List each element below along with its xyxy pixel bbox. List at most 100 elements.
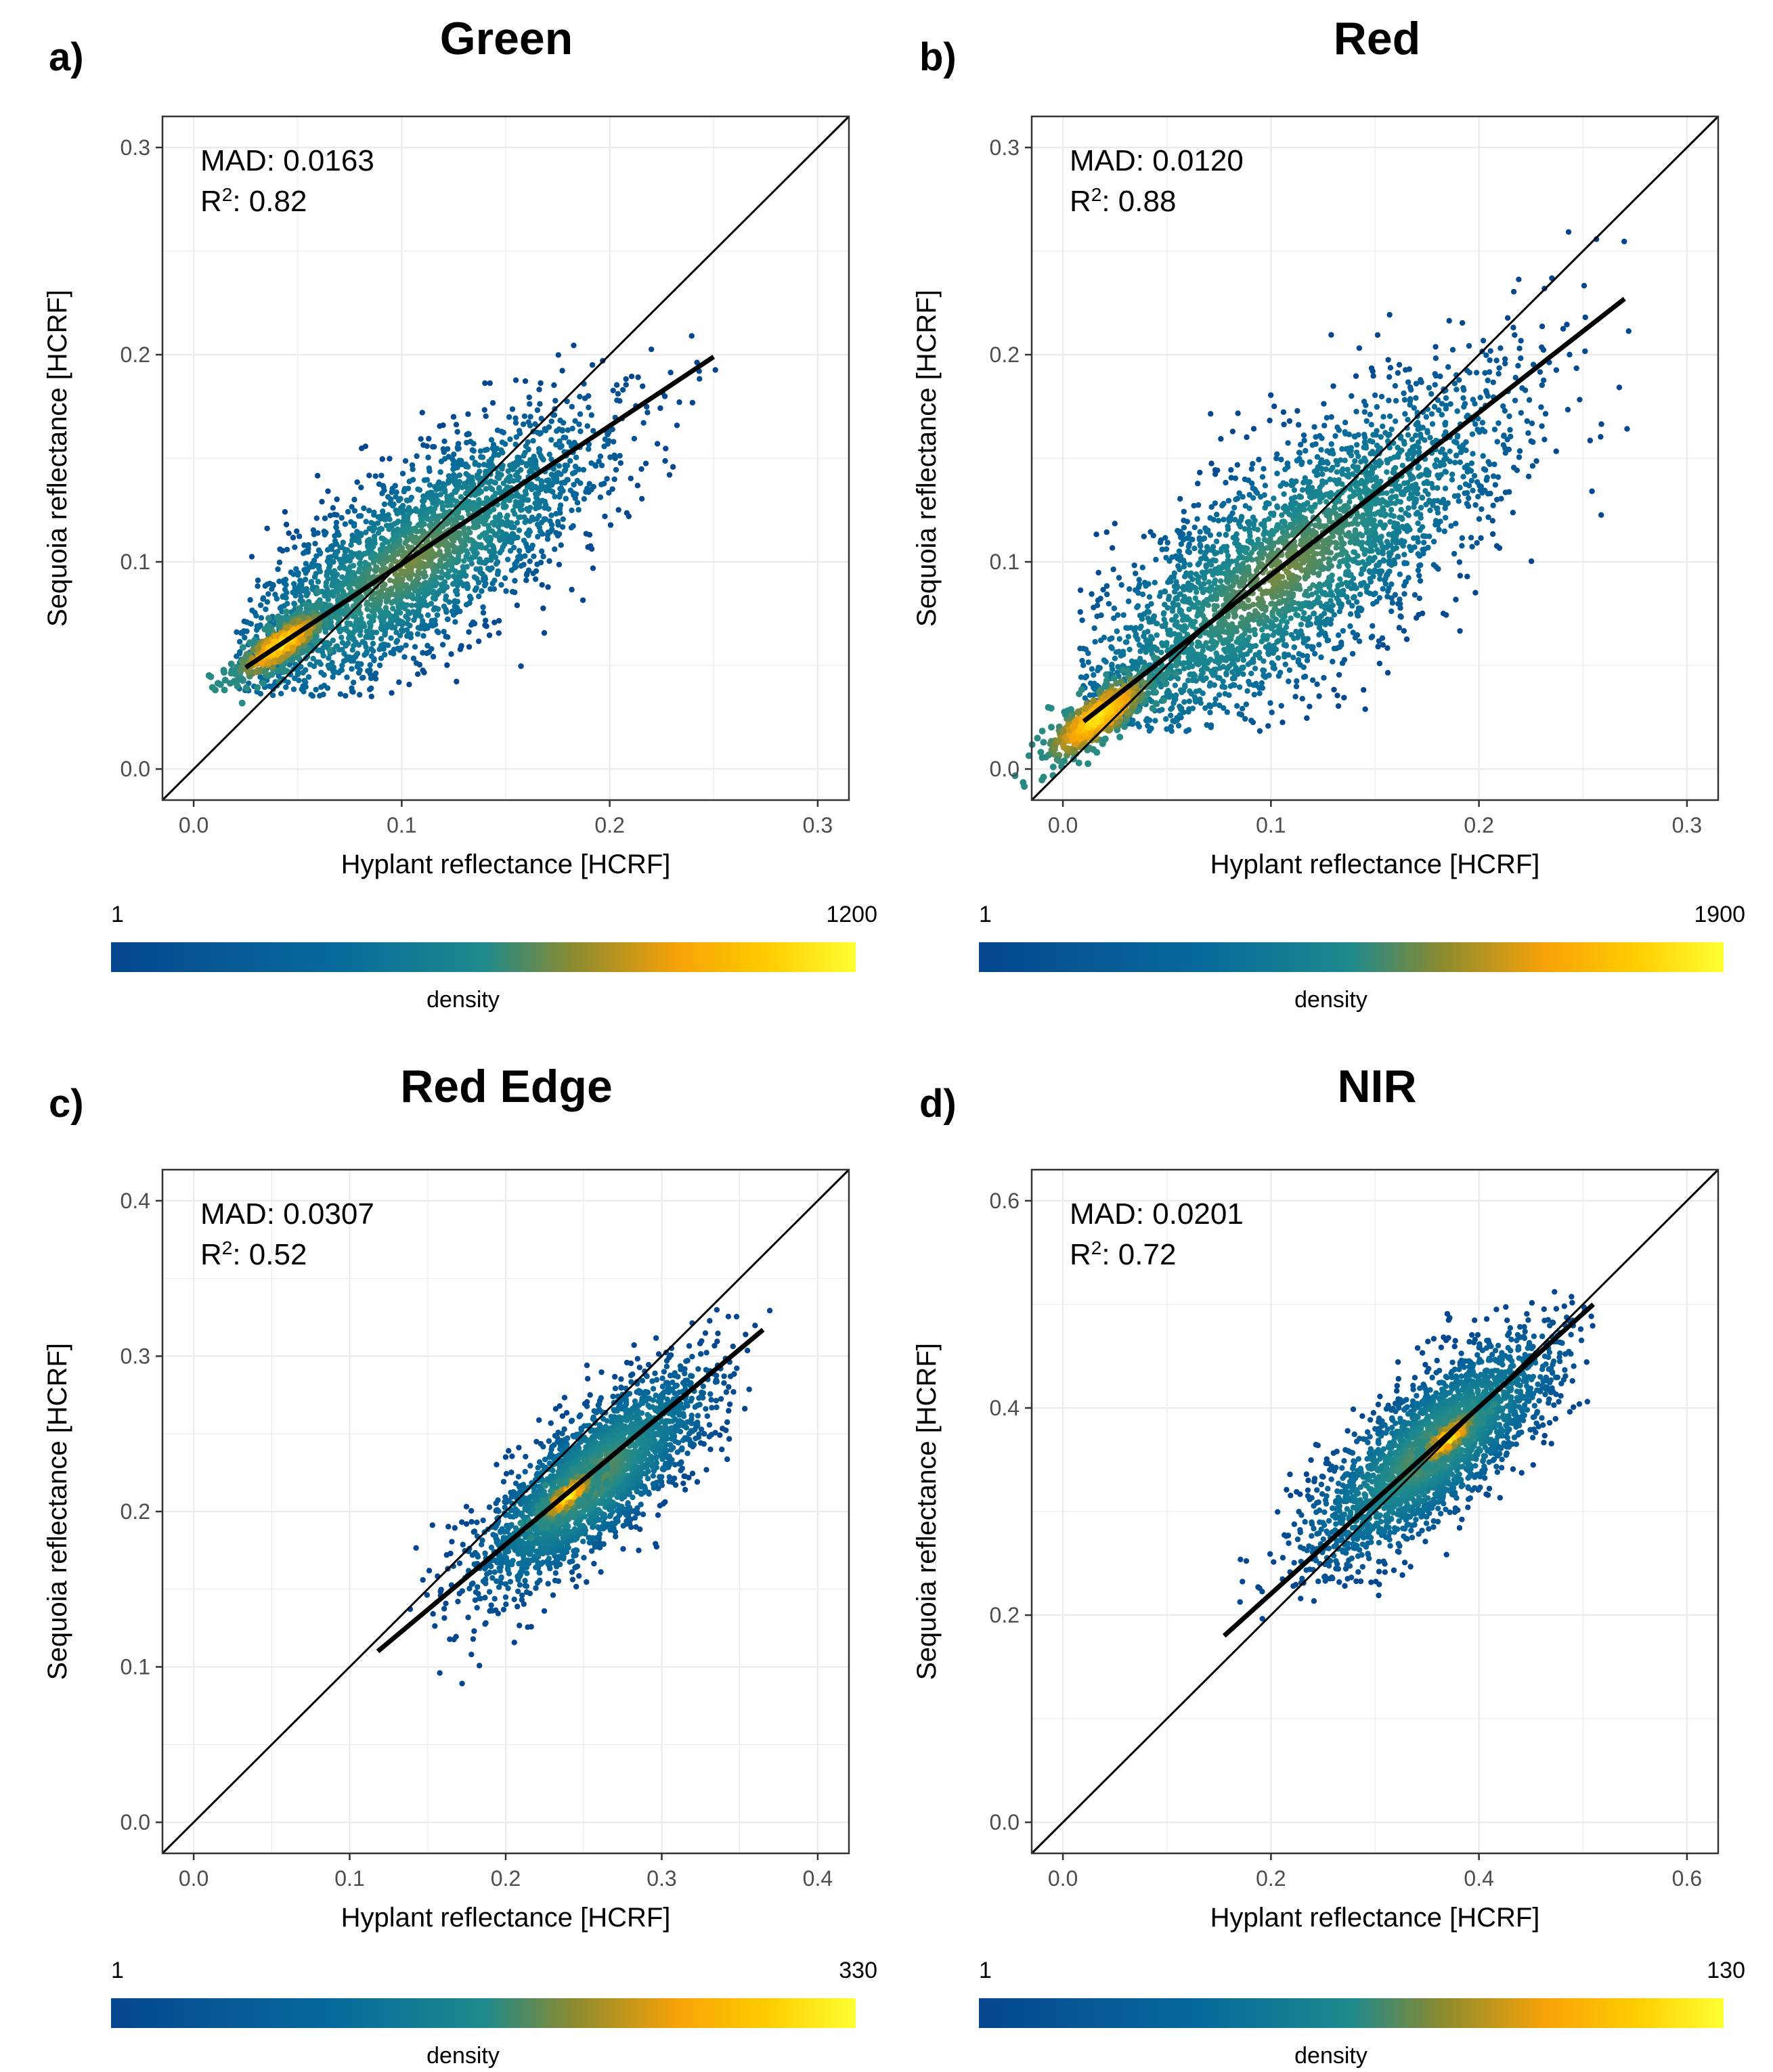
- data-point: [1221, 500, 1227, 507]
- data-point: [1455, 498, 1462, 504]
- data-point: [1489, 531, 1496, 537]
- data-point: [482, 380, 488, 387]
- data-point: [364, 606, 370, 613]
- data-point: [257, 602, 264, 609]
- data-point: [1307, 703, 1313, 709]
- data-point: [503, 503, 509, 510]
- data-point: [301, 588, 307, 594]
- data-point: [372, 670, 379, 676]
- data-point: [1567, 351, 1573, 358]
- data-point: [540, 605, 546, 611]
- legend-title: density: [426, 987, 500, 1013]
- data-point: [1495, 420, 1502, 426]
- data-point: [534, 561, 540, 567]
- data-point: [534, 521, 541, 527]
- data-point: [437, 423, 443, 429]
- x-tick-label: 0.0: [179, 813, 209, 837]
- data-point: [355, 513, 362, 519]
- data-point: [378, 636, 385, 642]
- data-point: [429, 496, 435, 503]
- data-point: [483, 623, 489, 630]
- data-point: [420, 650, 426, 656]
- data-point: [1405, 379, 1411, 385]
- data-point: [407, 497, 413, 503]
- data-point: [332, 552, 338, 558]
- data-point: [440, 588, 447, 594]
- data-point: [419, 410, 425, 416]
- data-point: [403, 642, 409, 648]
- data-point: [310, 655, 316, 662]
- data-point: [427, 489, 434, 495]
- data-point: [569, 425, 575, 432]
- data-point: [1446, 317, 1452, 324]
- data-point: [517, 506, 524, 513]
- data-point: [354, 479, 360, 485]
- data-point: [378, 655, 385, 661]
- data-point: [342, 521, 349, 527]
- data-point: [380, 484, 387, 490]
- data-point: [1516, 448, 1523, 454]
- data-point: [1484, 475, 1490, 481]
- data-point: [433, 579, 439, 585]
- data-point: [425, 612, 431, 618]
- data-point: [363, 519, 369, 525]
- data-point: [454, 444, 461, 451]
- data-point: [476, 593, 482, 600]
- data-point: [348, 542, 354, 548]
- data-point: [533, 502, 540, 508]
- data-point: [393, 578, 400, 585]
- data-point: [498, 529, 505, 535]
- data-point: [1493, 543, 1500, 549]
- data-point: [640, 420, 647, 426]
- data-point: [609, 486, 615, 492]
- data-point: [498, 447, 504, 454]
- data-point: [326, 646, 334, 654]
- data-point: [431, 571, 437, 577]
- data-point: [337, 691, 344, 697]
- data-point: [597, 494, 604, 500]
- data-point: [1380, 414, 1386, 420]
- data-point: [399, 470, 406, 477]
- data-point: [419, 560, 425, 567]
- data-point: [417, 625, 424, 632]
- data-point: [236, 638, 243, 645]
- data-point: [521, 537, 527, 544]
- data-point: [492, 531, 498, 537]
- data-point: [579, 597, 586, 603]
- data-point: [477, 500, 483, 506]
- data-point: [559, 368, 565, 374]
- data-point: [1389, 600, 1396, 606]
- data-point: [393, 639, 399, 645]
- data-point: [372, 600, 379, 606]
- data-point: [476, 490, 482, 496]
- data-point: [397, 618, 403, 624]
- data-point: [491, 586, 498, 592]
- data-point: [350, 573, 357, 579]
- data-point: [382, 652, 388, 658]
- data-point: [1148, 648, 1154, 654]
- data-point: [452, 598, 458, 604]
- data-point: [555, 352, 562, 358]
- data-point: [322, 592, 328, 599]
- data-point: [343, 627, 349, 634]
- data-point: [333, 524, 339, 530]
- data-point: [528, 546, 535, 552]
- data-point: [408, 568, 414, 574]
- data-point: [1334, 692, 1340, 699]
- data-point: [290, 686, 297, 692]
- data-point: [1466, 495, 1472, 502]
- data-point: [418, 516, 424, 523]
- data-point: [1234, 703, 1240, 709]
- data-point: [1463, 439, 1469, 445]
- data-point: [1228, 466, 1234, 473]
- data-point: [1116, 575, 1122, 581]
- data-point: [1207, 532, 1214, 538]
- data-point: [1246, 555, 1253, 561]
- data-point: [507, 436, 513, 443]
- data-point: [283, 615, 290, 623]
- data-point: [516, 514, 522, 521]
- data-point: [368, 653, 375, 659]
- data-point: [480, 604, 486, 611]
- data-point: [466, 629, 472, 635]
- data-point: [317, 600, 324, 608]
